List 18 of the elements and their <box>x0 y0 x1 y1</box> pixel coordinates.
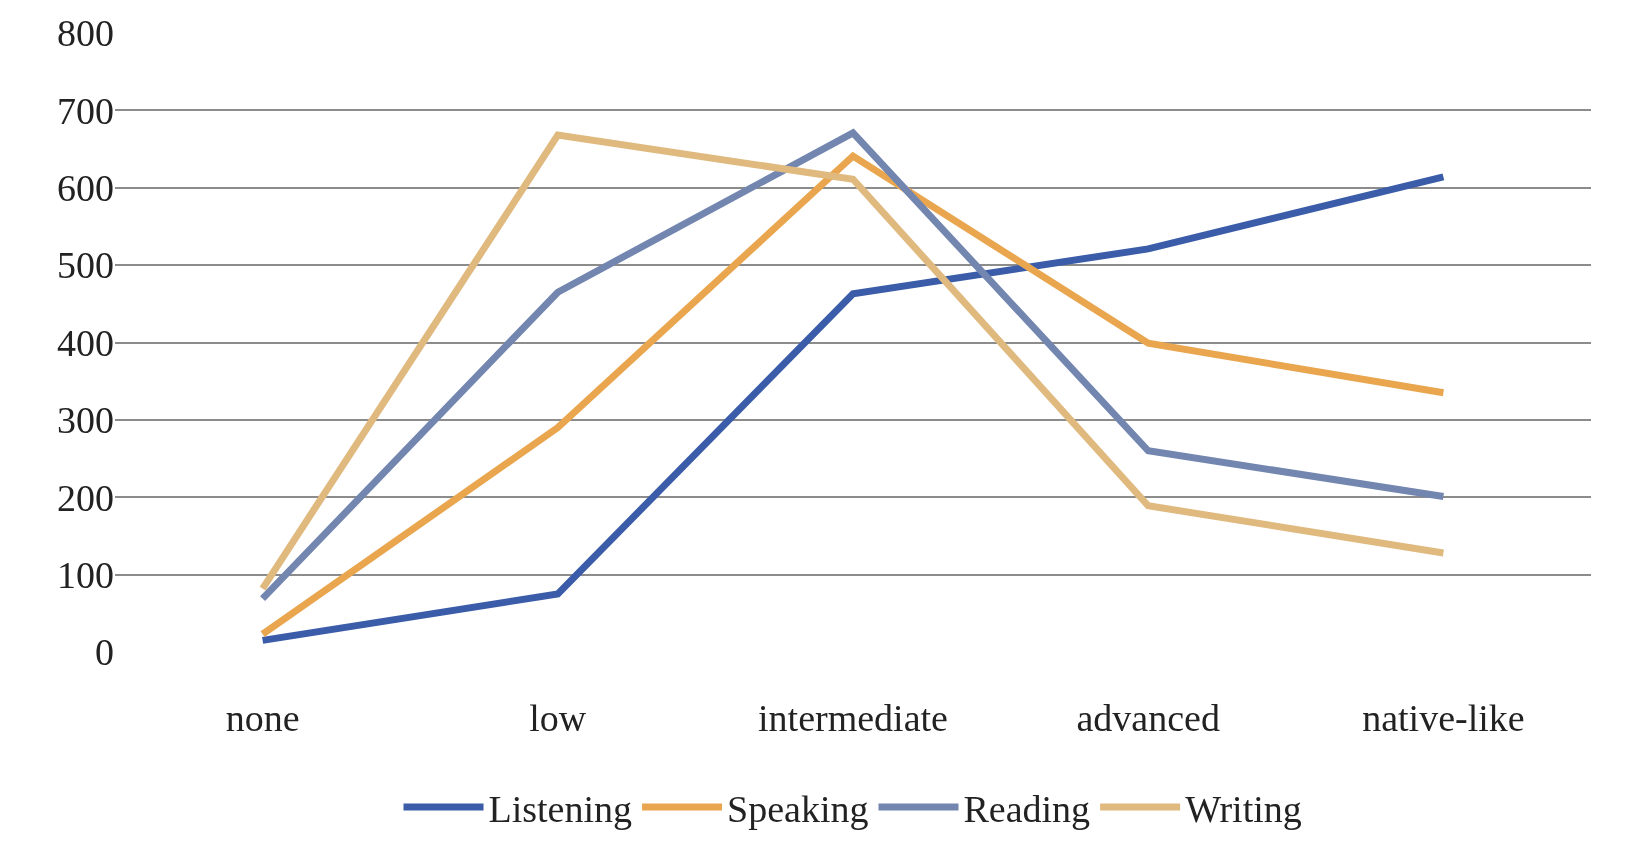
x-tick-label: native-like <box>1362 697 1525 739</box>
y-tick-label: 800 <box>57 12 114 55</box>
legend-label: Listening <box>488 787 633 830</box>
x-tick-label: intermediate <box>758 697 948 739</box>
x-tick-label: advanced <box>1076 697 1220 739</box>
y-tick-label: 100 <box>57 553 114 596</box>
y-tick-label: 400 <box>57 321 114 364</box>
y-tick-label: 0 <box>95 631 114 674</box>
y-tick-label: 300 <box>57 399 114 442</box>
legend-label: Reading <box>963 787 1091 830</box>
legend-label: Speaking <box>727 787 869 830</box>
y-tick-label: 200 <box>57 476 114 519</box>
y-tick-label: 500 <box>57 244 114 287</box>
y-tick-label: 600 <box>57 167 114 210</box>
legend-label: Writing <box>1185 787 1302 830</box>
x-tick-label: none <box>225 697 300 739</box>
x-tick-label: low <box>529 697 587 739</box>
y-tick-label: 700 <box>57 89 114 132</box>
